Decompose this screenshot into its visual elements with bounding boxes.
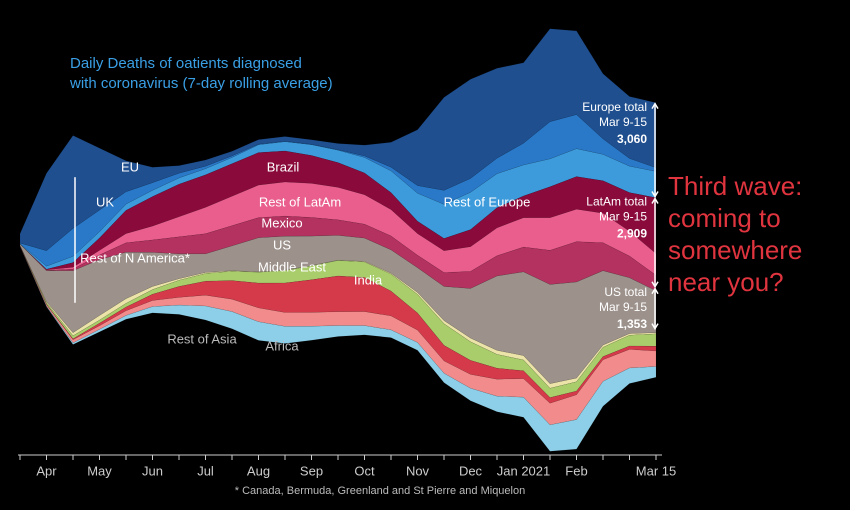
stream-area [19, 246, 657, 452]
x-tick-label: Jan 2021 [497, 463, 551, 478]
series-label: Africa [265, 338, 299, 353]
side-text: near you? [668, 267, 784, 297]
series-label: Brazil [267, 159, 300, 174]
side-text: Third wave: [668, 171, 802, 201]
series-label: Mexico [261, 215, 302, 230]
series-label: Middle East [258, 259, 326, 274]
arrow-head [651, 102, 659, 110]
x-tick-label: May [87, 463, 112, 478]
x-tick-label: Jun [142, 463, 163, 478]
x-tick-label: Feb [565, 463, 587, 478]
arrow-head [651, 323, 659, 331]
x-tick-label: Dec [459, 463, 483, 478]
side-text: somewhere [668, 235, 802, 265]
stream-area [19, 150, 657, 271]
arrow-head [651, 287, 659, 295]
series-label: Rest of LatAm [259, 194, 341, 209]
annotation-value: 2,909 [617, 227, 647, 241]
series-label: Rest of N America* [80, 250, 190, 265]
series-label: Rest of Europe [444, 194, 531, 209]
annotation-text: LatAm total [586, 195, 647, 209]
series-label: India [354, 272, 383, 287]
annotation-value: 1,353 [617, 317, 647, 331]
arrow-head [651, 191, 659, 198]
annotation-text: Mar 9-15 [599, 115, 647, 129]
annotation-value: 3,060 [617, 132, 647, 146]
x-tick-label: Jul [197, 463, 214, 478]
footnote: * Canada, Bermuda, Greenland and St Pier… [235, 485, 525, 497]
x-tick-label: Sep [300, 463, 323, 478]
x-tick-label: Mar 15 [636, 463, 676, 478]
arrow-head [651, 281, 659, 289]
x-tick-label: Apr [36, 463, 57, 478]
series-label: EU [121, 159, 139, 174]
x-tick-label: Oct [354, 463, 375, 478]
side-text: coming to [668, 203, 781, 233]
annotation-text: Europe total [582, 100, 647, 114]
arrow-head [651, 197, 659, 204]
chart-title: Daily Deaths of oatients diagnosed [70, 55, 302, 72]
series-label: Rest of Asia [167, 331, 237, 346]
annotation-text: US total [604, 285, 647, 299]
series-label: US [273, 237, 291, 252]
stream-area [19, 245, 657, 404]
x-tick-label: Aug [247, 463, 270, 478]
chart-title: with coronavirus (7-day rolling average) [69, 75, 333, 92]
x-tick-label: Nov [406, 463, 430, 478]
series-label: UK [96, 194, 114, 209]
annotation-text: Mar 9-15 [599, 300, 647, 314]
annotation-text: Mar 9-15 [599, 210, 647, 224]
